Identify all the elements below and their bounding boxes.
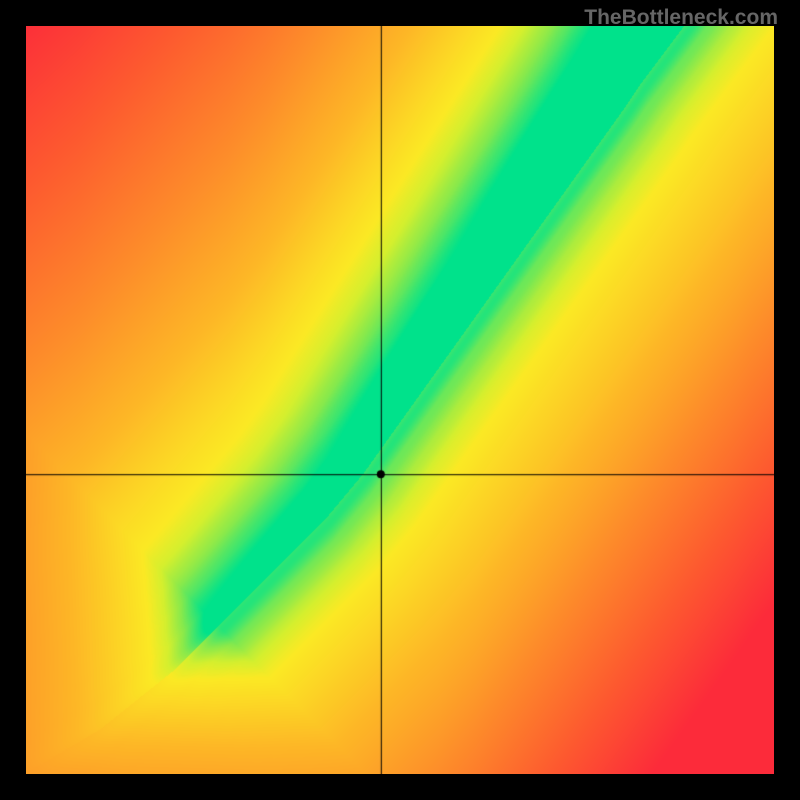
chart-container: TheBottleneck.com xyxy=(0,0,800,800)
bottleneck-heatmap xyxy=(26,26,774,774)
watermark-text: TheBottleneck.com xyxy=(584,6,778,30)
